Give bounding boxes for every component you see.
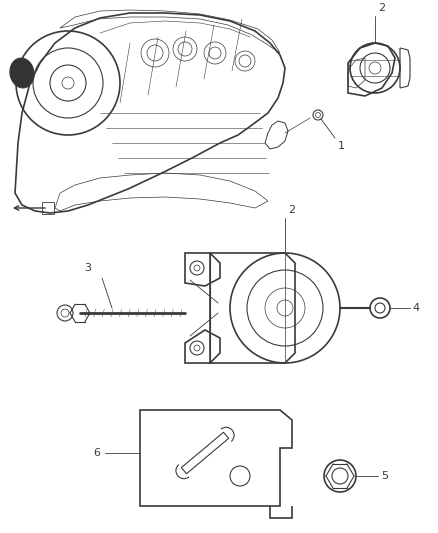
Text: 2: 2	[288, 205, 295, 215]
Ellipse shape	[10, 58, 34, 88]
Bar	[42, 202, 54, 214]
Text: 1: 1	[338, 141, 345, 151]
Text: 4: 4	[412, 303, 419, 313]
Text: 3: 3	[84, 263, 91, 273]
Text: 2: 2	[378, 3, 385, 13]
Text: 6: 6	[93, 448, 100, 458]
Text: 5: 5	[381, 471, 388, 481]
